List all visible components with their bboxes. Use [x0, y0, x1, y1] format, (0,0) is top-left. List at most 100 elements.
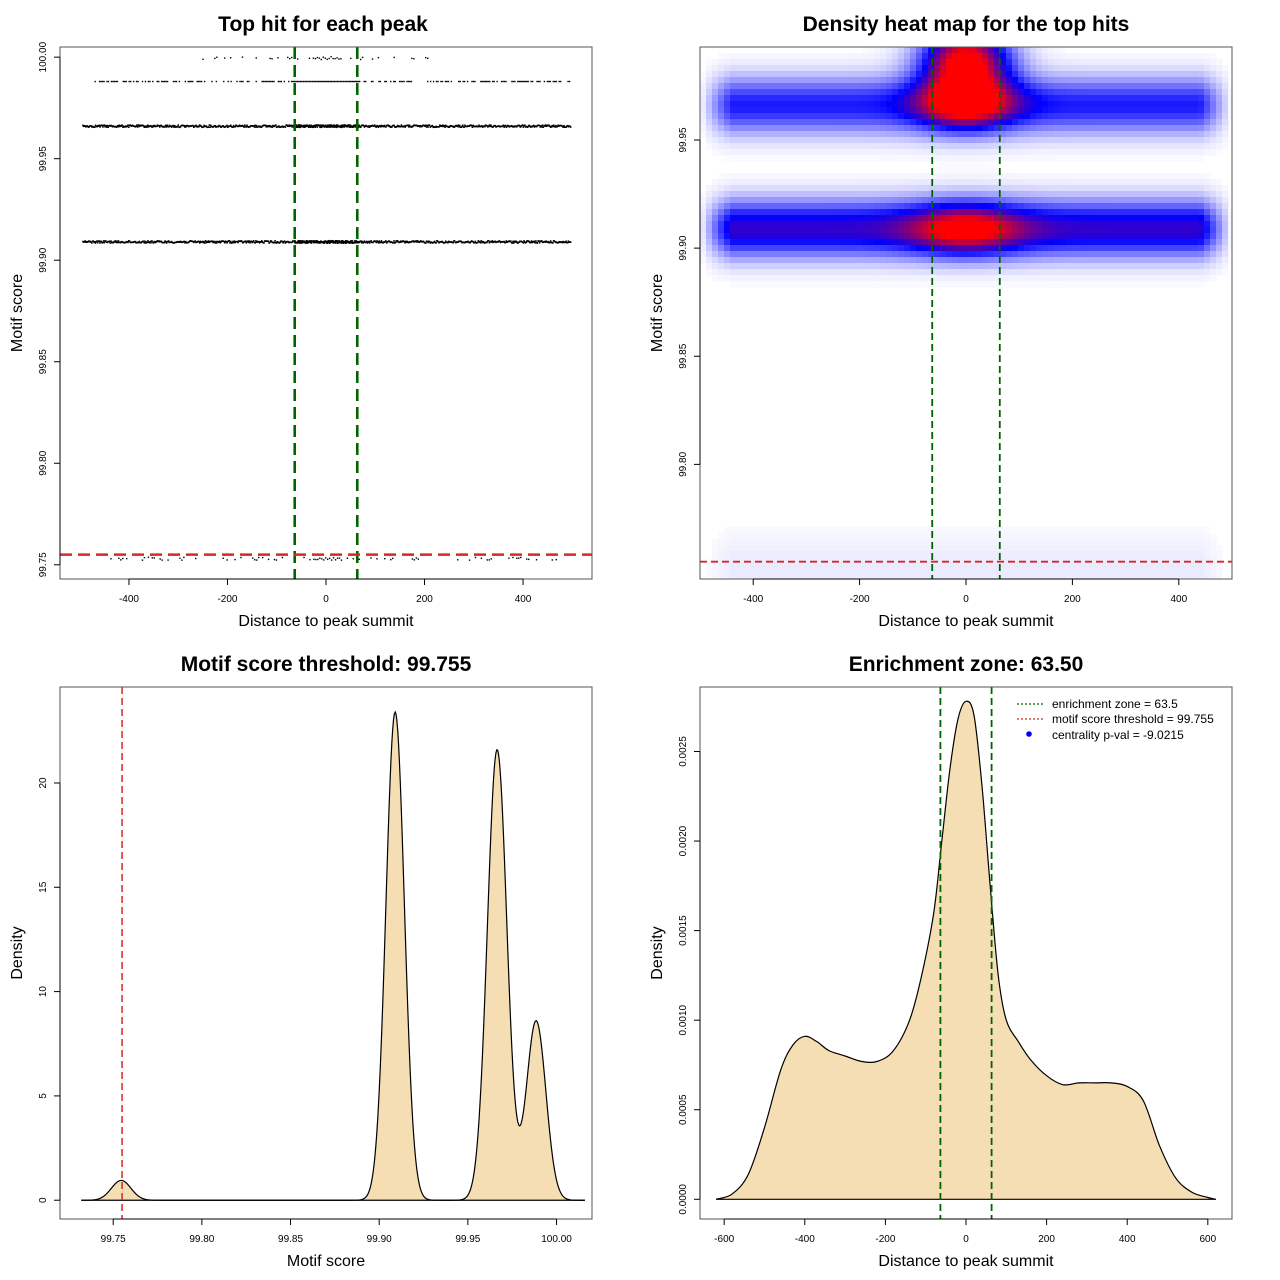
heatmap-cell	[844, 137, 851, 144]
heatmap-cell	[754, 77, 761, 84]
heatmap-cell	[1084, 227, 1091, 234]
heatmap-cell	[1120, 239, 1127, 246]
heatmap-cell	[1102, 245, 1109, 252]
heatmap-cell	[1126, 233, 1133, 240]
scatter-point	[132, 80, 135, 83]
heatmap-cell	[994, 179, 1001, 186]
heatmap-cell	[748, 191, 755, 198]
heatmap-cell	[706, 125, 713, 132]
heatmap-cell	[700, 209, 707, 216]
heatmap-cell	[850, 269, 857, 276]
heatmap-cell	[1204, 143, 1211, 150]
heatmap-cell	[874, 65, 881, 72]
heatmap-cell	[1078, 125, 1085, 132]
heatmap-cell	[1228, 209, 1232, 216]
scatter-point	[370, 557, 372, 559]
heatmap-cell	[904, 65, 911, 72]
heatmap-cell	[724, 119, 731, 126]
scatter-point	[368, 242, 371, 244]
heatmap-cell	[760, 71, 767, 78]
scatter-point	[502, 80, 504, 83]
heatmap-cell	[850, 65, 857, 72]
scatter-point	[160, 240, 163, 243]
heatmap-cell	[784, 125, 791, 132]
scatter-point	[460, 240, 463, 243]
heatmap-cell	[1186, 95, 1193, 102]
heatmap-cell	[718, 119, 725, 126]
heatmap-cell	[718, 131, 725, 138]
heatmap-cell	[706, 191, 713, 198]
heatmap-cell	[790, 227, 797, 234]
scatter-point	[447, 80, 450, 83]
heatmap-cell	[796, 131, 803, 138]
heatmap-cell	[754, 71, 761, 78]
heatmap-cell	[1186, 101, 1193, 108]
heatmap-cell	[988, 221, 995, 228]
heatmap-cell	[814, 59, 821, 66]
heatmap-cell	[994, 197, 1001, 204]
heatmap-cell	[736, 137, 743, 144]
heatmap-cell	[712, 233, 719, 240]
scatter-point	[187, 241, 190, 244]
scatter-point	[408, 124, 411, 127]
heatmap-cell	[766, 269, 773, 276]
heatmap-cell	[730, 119, 737, 126]
heatmap-cell	[1150, 53, 1157, 60]
heatmap-cell	[706, 89, 713, 96]
heatmap-cell	[982, 257, 989, 264]
heatmap-cell	[1072, 77, 1079, 84]
heatmap-cell	[940, 71, 947, 78]
scatter-point	[88, 126, 90, 129]
scatter-point	[319, 80, 321, 83]
heatmap-cell	[958, 95, 965, 102]
heatmap-cell	[742, 245, 749, 252]
heatmap-cell	[1012, 185, 1019, 192]
scatter-point	[165, 242, 168, 244]
scatter-point	[566, 124, 569, 127]
heatmap-cell	[904, 239, 911, 246]
heatmap-cell	[1210, 119, 1217, 126]
scatter-point	[264, 80, 266, 83]
heatmap-cell	[1054, 203, 1061, 210]
heatmap-cell	[760, 257, 767, 264]
heatmap-cell	[844, 185, 851, 192]
heatmap-cell	[880, 65, 887, 72]
heatmap-cell	[1078, 155, 1085, 162]
heatmap-cell	[790, 119, 797, 126]
heatmap-cell	[1186, 221, 1193, 228]
scatter-point	[158, 124, 160, 127]
heatmap-cell	[784, 257, 791, 264]
heatmap-cell	[1186, 173, 1193, 180]
heatmap-cell	[1012, 155, 1019, 162]
heatmap-cell	[1024, 119, 1031, 126]
scatter-point	[426, 57, 429, 59]
heatmap-cell	[874, 143, 881, 150]
heatmap-cell	[1018, 149, 1025, 156]
heatmap-cell	[868, 59, 875, 66]
scatter-point	[171, 125, 174, 128]
heatmap-cell	[1174, 191, 1181, 198]
heatmap-cell	[952, 59, 959, 66]
heatmap-cell	[874, 233, 881, 240]
heatmap-cell	[778, 185, 785, 192]
heatmap-cell	[976, 149, 983, 156]
heatmap-cell	[862, 83, 869, 90]
heatmap-cell	[934, 263, 941, 270]
heatmap-cell	[1132, 215, 1139, 222]
scatter-point	[345, 125, 348, 128]
scatter-point	[348, 125, 351, 128]
scatter-point	[564, 241, 567, 244]
heatmap-cell	[1156, 197, 1163, 204]
heatmap-cell	[838, 77, 845, 84]
scatter-point	[110, 240, 112, 243]
heatmap-cell	[1078, 239, 1085, 246]
heatmap-cell	[1138, 143, 1145, 150]
heatmap-cell	[1006, 203, 1013, 210]
heatmap-cell	[982, 137, 989, 144]
heatmap-cell	[832, 257, 839, 264]
heatmap-cell	[712, 107, 719, 114]
heatmap-cell	[1072, 101, 1079, 108]
heatmap-cell	[880, 119, 887, 126]
heatmap-cell	[724, 143, 731, 150]
scatter-point	[354, 241, 357, 244]
